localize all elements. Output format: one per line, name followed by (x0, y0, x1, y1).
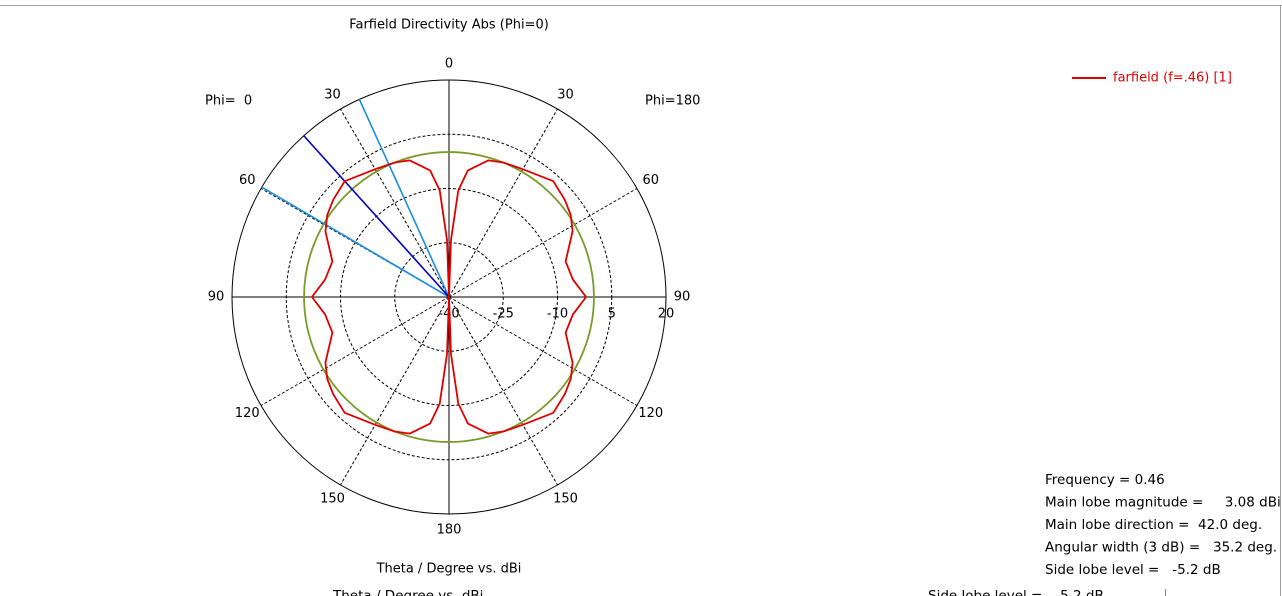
beam-edge-line (358, 99, 450, 298)
main-lobe-line (303, 135, 450, 298)
r-tick-label: -10 (547, 307, 568, 322)
spoke (340, 108, 450, 298)
angle-label: 150 (320, 491, 345, 506)
x-axis-label: Theta / Degree vs. dBi (376, 562, 522, 577)
angle-label: 60 (643, 173, 660, 188)
threshold-circle (303, 151, 595, 443)
spoke (260, 296, 450, 406)
beam-edge-line (261, 186, 450, 298)
spoke (448, 108, 558, 298)
pattern-line (448, 159, 587, 435)
info-text: Frequency = 0.46 (1045, 472, 1165, 488)
footer-text: Side lobe level = -5.2 dB (928, 588, 1104, 596)
spoke (448, 188, 638, 298)
info-text: Angular width (3 dB) = 35.2 deg. (1045, 540, 1277, 556)
spoke (448, 296, 638, 406)
angle-label: 60 (239, 173, 256, 188)
angle-label: 150 (553, 491, 578, 506)
angle-label: 30 (557, 88, 574, 103)
angle-label: 120 (638, 406, 663, 421)
angle-label: 120 (235, 406, 260, 421)
legend-label: farfield (f=.46) [1] (1113, 71, 1232, 86)
angle-label: 90 (674, 290, 691, 305)
spoke (340, 296, 450, 486)
angle-label: 180 (437, 523, 462, 538)
r-tick-label: 20 (658, 307, 675, 322)
footer-text: Theta / Degree vs. dBi (332, 588, 483, 596)
spoke (448, 296, 558, 486)
angle-label: 0 (445, 57, 453, 72)
info-text: Side lobe level = -5.2 dB (1045, 562, 1221, 578)
r-tick-label: -25 (493, 307, 514, 322)
phi-right-label: Phi=180 (645, 94, 700, 109)
r-tick-label: 5 (608, 307, 616, 322)
angle-label: 30 (324, 88, 341, 103)
info-text: Main lobe magnitude = 3.08 dBi (1045, 495, 1281, 511)
phi-left-label: Phi= 0 (205, 94, 252, 109)
angle-label: 90 (208, 290, 225, 305)
pattern-line (311, 159, 450, 435)
chart-title: Farfield Directivity Abs (Phi=0) (349, 18, 549, 33)
info-text: Main lobe direction = 42.0 deg. (1045, 517, 1262, 533)
